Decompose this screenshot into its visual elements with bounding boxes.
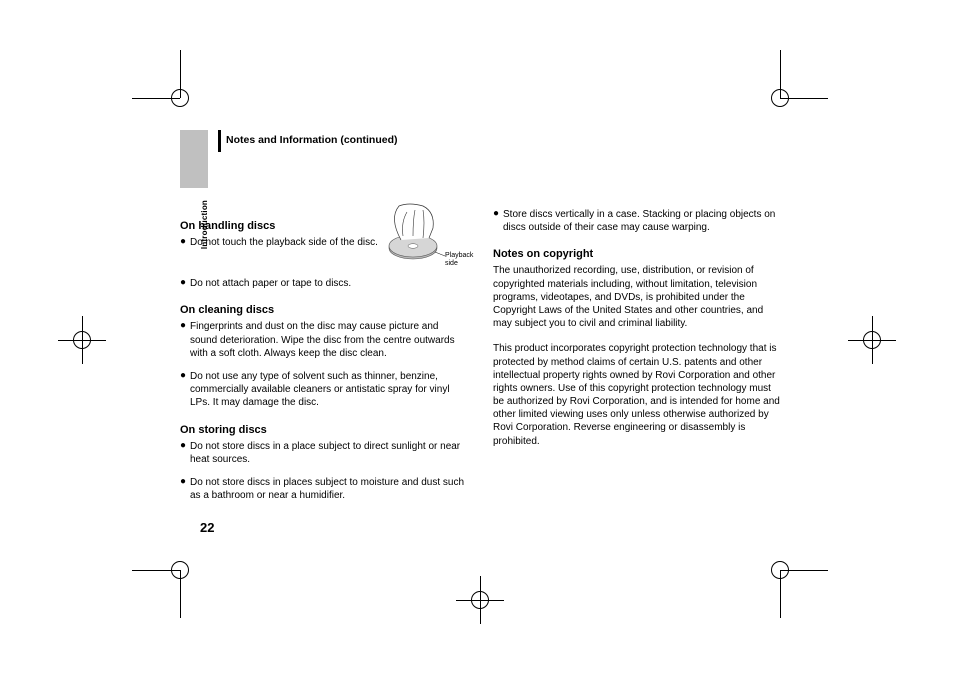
section-title: On storing discs (180, 424, 467, 436)
page-number: 22 (200, 520, 214, 535)
header-title: Notes and Information (continued) (226, 134, 398, 146)
section-title: On cleaning discs (180, 304, 467, 316)
bullet-icon: ● (180, 440, 190, 466)
bullet-icon: ● (493, 208, 503, 234)
bullet-icon: ● (180, 476, 190, 502)
disc-illustration: Playback side (379, 200, 467, 280)
bullet-text: Do not store discs in a place subject to… (190, 440, 467, 466)
bullet-text: Fingerprints and dust on the disc may ca… (190, 320, 467, 360)
header-gray-block (180, 130, 208, 188)
bullet-icon: ● (180, 320, 190, 360)
section-title: Notes on copyright (493, 248, 780, 260)
bullet-icon: ● (180, 277, 190, 290)
page-header: Notes and Information (continued) (180, 130, 780, 192)
bullet-text: Store discs vertically in a case. Stacki… (503, 208, 780, 234)
right-column: ●Store discs vertically in a case. Stack… (493, 206, 780, 512)
illust-label-2: side (445, 260, 458, 267)
bullet-text: Do not use any type of solvent such as t… (190, 370, 467, 410)
left-column: Playback side On handling discs ●Do not … (180, 206, 467, 512)
header-accent-bar (218, 130, 221, 152)
paragraph: The unauthorized recording, use, distrib… (493, 264, 780, 330)
illust-label-1: Playback (445, 252, 473, 259)
bullet-icon: ● (180, 370, 190, 410)
paragraph: This product incorporates copyright prot… (493, 342, 780, 448)
bullet-text: Do not store discs in places subject to … (190, 476, 467, 502)
bullet-icon: ● (180, 236, 190, 249)
page-content: Notes and Information (continued) Playba… (180, 130, 780, 512)
